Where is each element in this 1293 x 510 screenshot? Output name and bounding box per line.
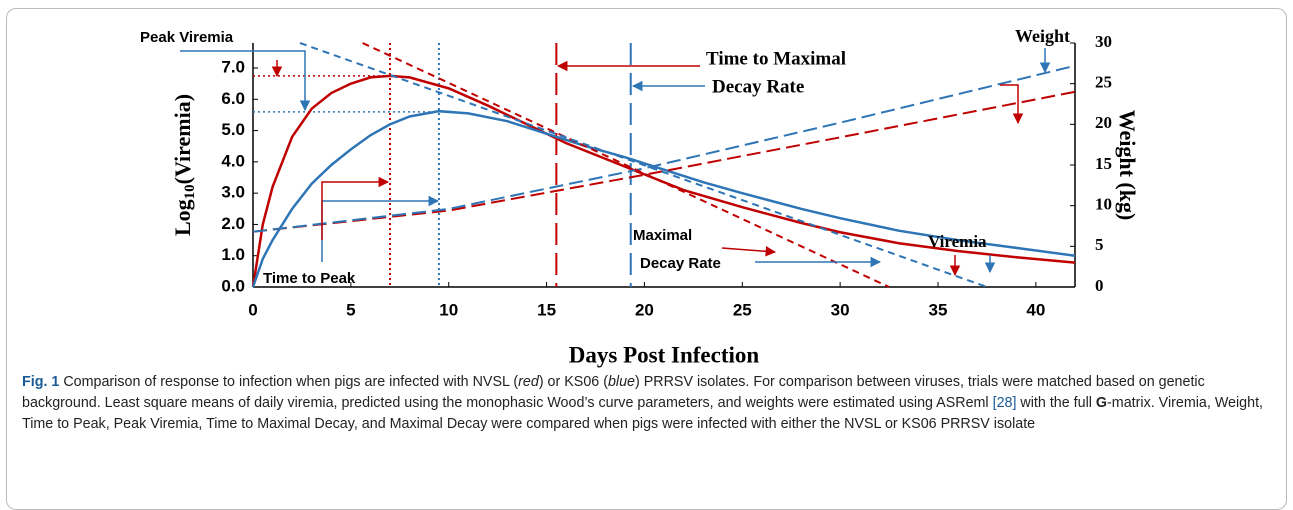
annotation: Viremia (928, 232, 987, 251)
series-line (299, 42, 988, 288)
x-tick-label: 5 (346, 300, 355, 319)
x-tick-label: 35 (929, 300, 948, 319)
y-tick-label: 1.0 (221, 245, 245, 264)
annotation: Decay Rate (640, 255, 721, 272)
figure-caption: Fig. 1 Comparison of response to infecti… (22, 372, 1272, 435)
y2-tick-label: 30 (1095, 32, 1112, 51)
y2-tick-label: 15 (1095, 154, 1112, 173)
y-tick-label: 7.0 (221, 58, 245, 77)
annotation: Weight (1015, 26, 1070, 46)
y-tick-label: 0.0 (221, 276, 245, 295)
page: 0.0 1.0 2.0 3.0 4.0 5.0 6.0 7.0 0 5 10 15 20 25 30 0 5 10… (6, 8, 1287, 510)
annotation: Peak Viremia (140, 29, 234, 46)
y2-tick-label: 0 (1095, 276, 1104, 295)
y-tick-label: 2.0 (221, 214, 245, 233)
x-tick-label: 40 (1026, 300, 1045, 319)
caption-text: with the full (1016, 395, 1096, 411)
annotation: Decay Rate (712, 76, 804, 97)
series-line (362, 42, 890, 288)
series-line (251, 109, 1076, 288)
y2-tick-label: 20 (1095, 113, 1112, 132)
y-axis-label-sub: 10 (182, 184, 198, 199)
y2-tick-label: 25 (1095, 73, 1112, 92)
y-axis-label: Log10(Viremia) (170, 94, 198, 236)
annotation-arrows (180, 48, 1051, 277)
x-axis-label: Days Post Infection (569, 342, 760, 367)
y-axis-label-main: Log (170, 199, 195, 236)
y2-axis-label: Weight (kg) (1115, 110, 1140, 221)
series-line (251, 74, 1076, 288)
caption-text: G (1095, 395, 1108, 411)
annotation: Time to Maximal (706, 48, 846, 69)
y-tick-label: 6.0 (221, 89, 245, 108)
series-line (252, 64, 1076, 233)
x-tick-label: 25 (733, 300, 752, 319)
x-tick-label: 20 (635, 300, 654, 319)
y-tick-label: 3.0 (221, 183, 245, 202)
y2-tick-label: 10 (1095, 195, 1112, 214)
caption-text: Fig. 1 (22, 374, 60, 390)
y-axis-label-rest: (Viremia) (170, 94, 195, 184)
caption-text[interactable]: [28] (992, 395, 1017, 411)
series-line (252, 90, 1076, 233)
y2-tick-label: 5 (1095, 235, 1104, 254)
x-tick-label: 10 (439, 300, 458, 319)
chart: 0.0 1.0 2.0 3.0 4.0 5.0 6.0 7.0 0 5 10 15 20 25 30 0 5 10… (140, 26, 1140, 367)
caption-text: Comparison of response to infection when… (59, 374, 519, 390)
caption-text: red (518, 374, 539, 390)
caption-text: -matrix. Viremia, Weight, Time to Peak, … (22, 395, 1264, 432)
x-tick-label: 30 (831, 300, 850, 319)
caption-text: ) or KS06 ( (538, 374, 608, 390)
annotation: Time to Peak (263, 270, 356, 287)
y-tick-label: 4.0 (221, 151, 245, 170)
x-tick-label: 0 (248, 300, 257, 319)
annotation: Maximal (633, 227, 692, 244)
y-tick-label: 5.0 (221, 120, 245, 139)
caption-text: blue (607, 374, 635, 390)
caption-text: ) PRRSV isolates. For comparison between… (22, 374, 1205, 411)
x-tick-label: 15 (537, 300, 556, 319)
